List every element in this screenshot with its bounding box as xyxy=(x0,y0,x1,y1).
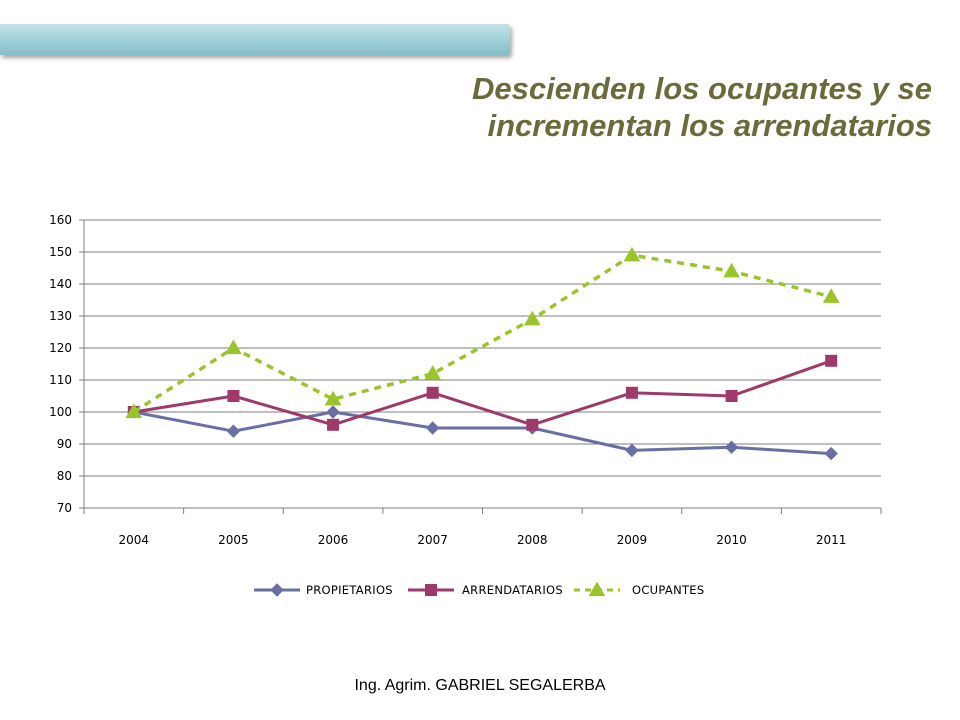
chart-legend: PROPIETARIOS ARRENDATARIOS OCUPANTES xyxy=(254,581,704,597)
data-point-ocupantes xyxy=(225,339,242,355)
data-point-propietarios xyxy=(326,405,340,419)
series-line-ocupantes xyxy=(132,253,832,414)
x-tick-label: 2004 xyxy=(119,533,150,547)
legend-label-ocupantes: OCUPANTES xyxy=(632,583,704,597)
slide-title: Descienden los ocupantes y se incrementa… xyxy=(292,70,932,144)
legend-marker-ocupantes xyxy=(588,581,606,597)
data-point-arrendatarios xyxy=(227,390,240,402)
header-accent-bar xyxy=(0,24,510,55)
legend-marker-arrendatarios xyxy=(425,584,437,596)
x-tick-label: 2008 xyxy=(517,533,548,547)
y-tick-label: 160 xyxy=(49,213,72,227)
data-point-propietarios xyxy=(226,424,241,438)
y-tick-label: 130 xyxy=(49,309,72,323)
series-line-propietarios xyxy=(133,410,832,456)
data-point-arrendatarios xyxy=(725,390,738,402)
data-point-propietarios xyxy=(425,421,440,435)
data-point-ocupantes xyxy=(324,390,342,406)
data-point-arrendatarios xyxy=(526,418,539,431)
y-tick-label: 120 xyxy=(49,341,72,355)
data-point-ocupantes xyxy=(822,288,840,303)
footer-author: Ing. Agrim. GABRIEL SEGALERBA xyxy=(354,677,606,694)
x-tick-label: 2007 xyxy=(417,533,448,547)
y-tick-label: 80 xyxy=(57,469,72,483)
x-tick-label: 2009 xyxy=(617,533,648,547)
data-point-ocupantes xyxy=(723,262,740,278)
data-point-propietarios xyxy=(724,440,739,454)
y-tick-label: 150 xyxy=(49,245,72,259)
title-line-1: Descienden los ocupantes y se xyxy=(471,71,932,106)
x-tick-label: 2006 xyxy=(318,533,349,547)
legend-label-arrendatarios: ARRENDATARIOS xyxy=(462,583,563,597)
data-point-propietarios xyxy=(625,443,639,458)
series-line-arrendatarios xyxy=(133,359,832,427)
data-point-ocupantes xyxy=(623,246,641,262)
chart-series xyxy=(125,246,840,461)
legend-marker-propietarios xyxy=(270,583,284,597)
y-tick-label: 70 xyxy=(57,501,72,515)
chart-gridlines xyxy=(84,219,881,509)
data-point-propietarios xyxy=(824,446,838,461)
data-point-ocupantes xyxy=(523,310,541,326)
y-tick-label: 100 xyxy=(49,405,72,419)
x-tick-label: 2011 xyxy=(816,533,847,547)
chart-axes: 70 80 90 100 110 120 130 140 150 160 2004 2005 2006 2… xyxy=(49,213,882,547)
data-point-arrendatarios xyxy=(625,386,638,399)
data-point-ocupantes xyxy=(125,403,143,419)
y-tick-label: 110 xyxy=(49,373,72,387)
title-line-2: incrementan los arrendatarios xyxy=(487,108,933,143)
y-tick-label: 90 xyxy=(57,437,72,451)
y-tick-label: 140 xyxy=(49,277,72,291)
data-point-ocupantes xyxy=(424,365,442,380)
x-tick-label: 2005 xyxy=(218,533,249,547)
data-point-arrendatarios xyxy=(426,386,439,399)
x-tick-label: 2010 xyxy=(716,533,747,547)
legend-label-propietarios: PROPIETARIOS xyxy=(306,583,393,597)
data-point-arrendatarios xyxy=(825,354,838,367)
data-point-arrendatarios xyxy=(327,418,340,431)
